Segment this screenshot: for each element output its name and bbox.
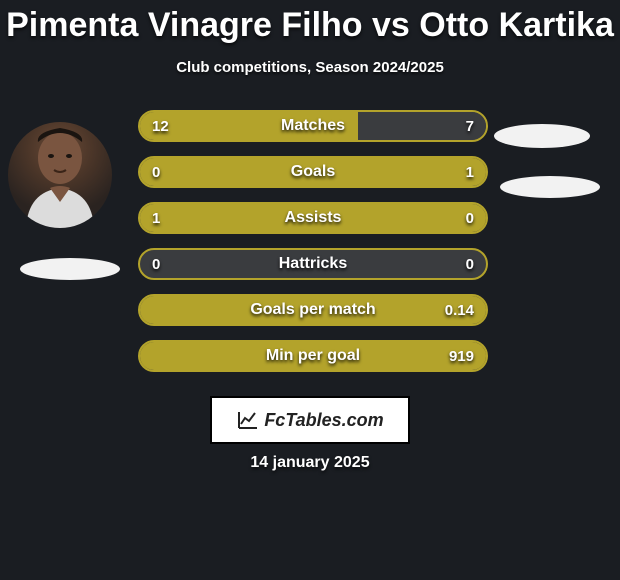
bar-label: Assists (140, 204, 486, 232)
stat-bar: Goals per match0.14 (138, 294, 488, 326)
team-badge-left (20, 258, 120, 280)
player-avatar-left (8, 122, 112, 228)
bar-label: Min per goal (140, 342, 486, 370)
stat-bar: Min per goal919 (138, 340, 488, 372)
bar-value-left: 1 (152, 204, 160, 232)
bar-value-right: 7 (466, 112, 474, 140)
bar-value-right: 0 (466, 204, 474, 232)
fctables-logo[interactable]: FcTables.com (210, 396, 410, 444)
stat-bar: Assists1 0 (138, 202, 488, 234)
bar-value-right: 0 (466, 250, 474, 278)
bar-label: Goals (140, 158, 486, 186)
stat-bar: Hattricks0 0 (138, 248, 488, 280)
stat-bar: Goals0 1 (138, 156, 488, 188)
stats-bars: Matches127Goals01Assists10Hattricks00Goa… (138, 110, 488, 386)
team-badge-right (500, 176, 600, 198)
bar-value-left: 0 (152, 158, 160, 186)
bar-value-right: 919 (449, 342, 474, 370)
bar-label: Goals per match (140, 296, 486, 324)
logo-text: FcTables.com (264, 410, 383, 431)
page-title: Pimenta Vinagre Filho vs Otto Kartika (0, 0, 620, 45)
bar-value-left: 12 (152, 112, 169, 140)
bar-label: Matches (140, 112, 486, 140)
bar-label: Hattricks (140, 250, 486, 278)
bar-value-right: 1 (466, 158, 474, 186)
stat-bar: Matches12 7 (138, 110, 488, 142)
page-subtitle: Club competitions, Season 2024/2025 (0, 59, 620, 76)
bar-value-left: 0 (152, 250, 160, 278)
chart-icon (236, 408, 260, 432)
bar-value-right: 0.14 (445, 296, 474, 324)
date-label: 14 january 2025 (0, 454, 620, 472)
player-avatar-right (494, 124, 590, 148)
